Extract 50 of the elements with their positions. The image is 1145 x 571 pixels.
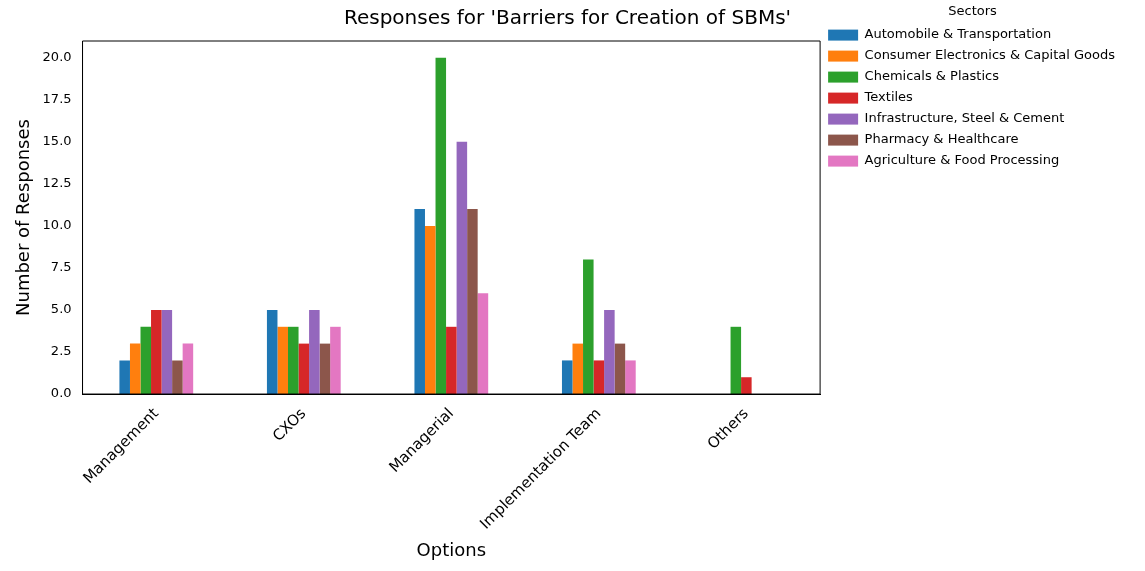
- legend-label: Agriculture & Food Processing: [864, 152, 1060, 168]
- bar: [583, 259, 594, 395]
- y-tick-label: 12.5: [42, 175, 72, 191]
- bar: [151, 309, 162, 395]
- bar: [119, 360, 130, 395]
- y-tick-label: 2.5: [50, 343, 72, 359]
- bar: [467, 209, 478, 395]
- legend-label: Chemicals & Plastics: [864, 68, 1000, 84]
- legend-label: Infrastructure, Steel & Cement: [864, 110, 1065, 126]
- legend-label: Consumer Electronics & Capital Goods: [864, 47, 1116, 63]
- y-tick-label: 5.0: [50, 301, 72, 317]
- bar: [446, 326, 457, 395]
- bar: [129, 343, 141, 395]
- bar: [435, 57, 447, 395]
- bar: [456, 141, 468, 395]
- bar: [477, 293, 489, 395]
- y-tick-label: 20.0: [42, 49, 72, 65]
- bar: [182, 343, 194, 395]
- y-tick-label: 15.0: [42, 133, 72, 149]
- bar: [604, 309, 615, 395]
- bar: [330, 326, 341, 395]
- bar: [593, 360, 605, 395]
- bar: [288, 326, 299, 395]
- bar: [572, 343, 584, 395]
- y-tick-label: 7.5: [50, 259, 72, 275]
- legend-label: Pharmacy & Healthcare: [864, 131, 1019, 147]
- bar: [561, 360, 573, 395]
- bar: [266, 309, 278, 395]
- y-axis-title: Number of Responses: [12, 119, 34, 316]
- bar: [730, 326, 742, 395]
- legend-label: Textiles: [863, 89, 914, 105]
- legend-label: Automobile & Transportation: [864, 26, 1052, 42]
- chart-title: Responses for 'Barriers for Creation of SBMs': [343, 5, 792, 30]
- y-tick-label: 10.0: [42, 217, 72, 233]
- bar: [424, 225, 436, 395]
- bar: [140, 326, 152, 395]
- bar: [319, 343, 331, 395]
- y-tick-label: 0.0: [50, 385, 72, 401]
- bar: [414, 209, 425, 395]
- bar: [614, 343, 626, 395]
- bar: [298, 343, 310, 395]
- y-tick-label: 17.5: [42, 91, 72, 107]
- bar: [172, 360, 183, 395]
- bar: [741, 377, 752, 395]
- bar: [277, 326, 289, 395]
- bar: [309, 309, 320, 395]
- legend-title: Sectors: [948, 2, 998, 18]
- bar: [625, 360, 636, 395]
- x-axis-title: Options: [416, 538, 487, 560]
- bar: [161, 309, 173, 395]
